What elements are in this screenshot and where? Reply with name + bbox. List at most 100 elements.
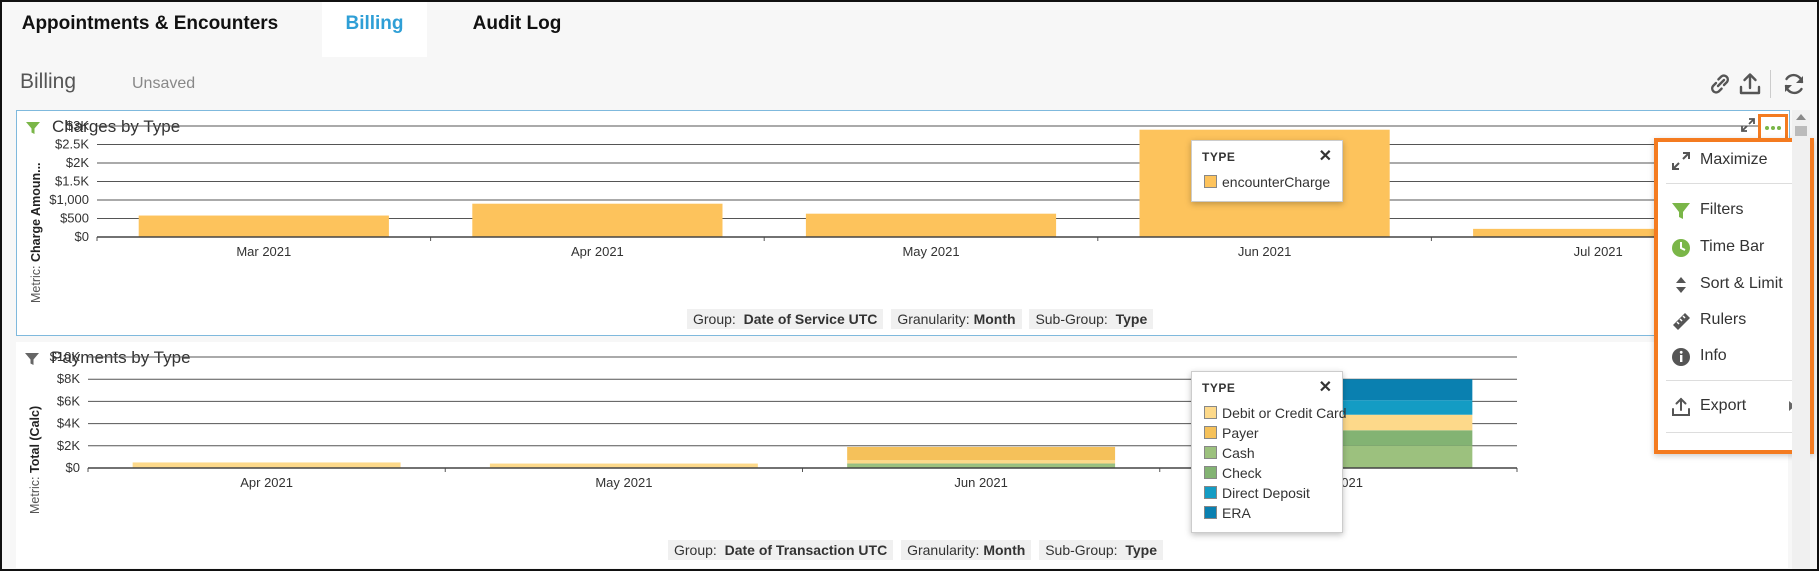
menu-item-maximize[interactable]: Maximize (1658, 142, 1810, 178)
y-tick-label: $4K (57, 416, 80, 431)
menu-item-time-bar[interactable]: Time Bar (1658, 229, 1810, 265)
info-icon (1672, 348, 1690, 366)
x-tick-label: Mar 2021 (236, 244, 291, 259)
tab-appointments-encounters[interactable]: Appointments & Encounters (21, 13, 279, 34)
scroll-up-icon[interactable] (1792, 110, 1810, 124)
bar (847, 446, 1116, 461)
payments-by-type-panel: Payments by Type Metric: Total (Calc) $0… (16, 342, 1788, 568)
bar (847, 460, 1116, 464)
legend-item[interactable]: ERA (1204, 504, 1251, 522)
export-icon[interactable] (1736, 70, 1764, 98)
menu-item-sort-limit[interactable]: Sort & Limit (1658, 266, 1810, 302)
legend-popup-payments: TYPE ✕ Debit or Credit Card Payer Cash C… (1191, 371, 1347, 533)
export-icon (1672, 397, 1690, 416)
unsaved-status: Unsaved (132, 75, 196, 92)
legend-swatch (1204, 406, 1217, 419)
legend-item[interactable]: Payer (1204, 424, 1259, 442)
menu-item-export[interactable]: Export (1658, 388, 1810, 424)
legend-popup-charges: TYPE ✕ encounterCharge (1191, 140, 1343, 202)
bar (138, 215, 389, 237)
close-icon[interactable]: ✕ (1318, 148, 1332, 165)
granularity-chip[interactable]: Granularity: Month (891, 309, 1022, 329)
filter-active-icon[interactable] (25, 120, 41, 136)
legend-item[interactable]: Cash (1204, 444, 1255, 462)
clock-icon (1672, 239, 1690, 257)
bar (489, 463, 758, 468)
group-chip[interactable]: Group: Date of Transaction UTC (668, 540, 894, 560)
scroll-thumb[interactable] (1795, 126, 1807, 136)
group-bar: Group: Date of Transaction UTC Granulari… (668, 540, 1167, 560)
legend-swatch (1204, 426, 1217, 439)
legend-item[interactable]: encounterCharge (1204, 173, 1330, 191)
legend-item[interactable]: Debit or Credit Card (1204, 404, 1347, 422)
bar (805, 213, 1057, 237)
bar (1473, 228, 1724, 237)
sort-icon (1676, 277, 1686, 293)
panel-context-menu: Maximize Filters Time Bar Sort & Limit R… (1654, 138, 1814, 454)
legend-swatch (1204, 486, 1217, 499)
y-tick-label: $2K (57, 438, 80, 453)
maximize-icon (1672, 152, 1690, 170)
menu-item-info[interactable]: Info (1658, 338, 1810, 374)
menu-divider (1666, 432, 1802, 433)
refresh-icon[interactable] (1780, 70, 1808, 98)
x-tick-label: Jun 2021 (954, 475, 1008, 490)
y-tick-label: $10K (50, 349, 81, 364)
menu-divider (1666, 380, 1802, 381)
maximize-icon[interactable] (1739, 116, 1757, 134)
header-divider (1770, 70, 1771, 98)
x-tick-label: May 2021 (595, 475, 652, 490)
legend-swatch (1204, 446, 1217, 459)
ruler-icon (1673, 313, 1690, 330)
y-tick-label: $2.5K (55, 137, 89, 152)
legend-item[interactable]: Check (1204, 464, 1262, 482)
x-tick-label: Apr 2021 (571, 244, 624, 259)
bar (472, 203, 723, 237)
subgroup-chip[interactable]: Sub-Group: Type (1029, 309, 1154, 329)
payments-chart: $0 $2K $4K $6K $8K $10K Apr 2021 May 2021 Jun 20… (50, 349, 1518, 490)
y-tick-label: $0 (66, 460, 80, 475)
legend-title: TYPE (1202, 381, 1236, 395)
tab-billing[interactable]: Billing (322, 2, 427, 57)
subgroup-chip[interactable]: Sub-Group: Type (1039, 540, 1163, 560)
bar (132, 462, 401, 468)
legend-swatch (1204, 506, 1217, 519)
group-chip[interactable]: Group: Date of Service UTC (687, 309, 884, 329)
link-icon[interactable] (1706, 70, 1734, 98)
y-tick-label: $1,000 (49, 192, 89, 207)
bar (847, 464, 1116, 468)
x-tick-label: Jul 2021 (1574, 244, 1623, 259)
y-tick-label: $8K (57, 371, 80, 386)
bar (847, 463, 1116, 465)
group-bar: Group: Date of Service UTC Granularity: … (687, 309, 1157, 329)
y-tick-label: $0 (75, 229, 89, 244)
tab-audit-log[interactable]: Audit Log (472, 13, 562, 34)
x-tick-label: Apr 2021 (240, 475, 293, 490)
x-tick-label: Jun 2021 (1238, 244, 1292, 259)
scrollbar[interactable] (1792, 110, 1810, 569)
more-options-button[interactable] (1758, 114, 1788, 142)
menu-item-rulers[interactable]: Rulers (1658, 302, 1810, 338)
charges-by-type-panel: Charges by Type Metric: Charge Amoun... … (16, 110, 1790, 336)
y-tick-label: $500 (60, 211, 89, 226)
menu-item-filters[interactable]: Filters (1658, 192, 1810, 228)
legend-title: TYPE (1202, 150, 1236, 164)
tab-bar: Appointments & Encounters Billing Audit … (2, 2, 1817, 57)
legend-swatch (1204, 175, 1217, 188)
y-tick-label: $6K (57, 393, 80, 408)
charges-chart: $0 $500 $1,000 $1.5K $2K $2.5K $3K Mar 2021 Apr … (49, 118, 1766, 259)
filter-icon (1672, 203, 1690, 219)
page-title: Billing (20, 70, 77, 93)
more-icon (1765, 126, 1781, 130)
menu-divider (1666, 183, 1802, 184)
filter-icon[interactable] (24, 351, 40, 367)
x-tick-label: May 2021 (902, 244, 959, 259)
legend-item[interactable]: Direct Deposit (1204, 484, 1310, 502)
close-icon[interactable]: ✕ (1318, 379, 1332, 396)
granularity-chip[interactable]: Granularity: Month (901, 540, 1032, 560)
legend-swatch (1204, 466, 1217, 479)
y-tick-label: $3K (66, 118, 89, 133)
y-tick-label: $1.5K (55, 174, 89, 189)
y-tick-label: $2K (66, 155, 89, 170)
